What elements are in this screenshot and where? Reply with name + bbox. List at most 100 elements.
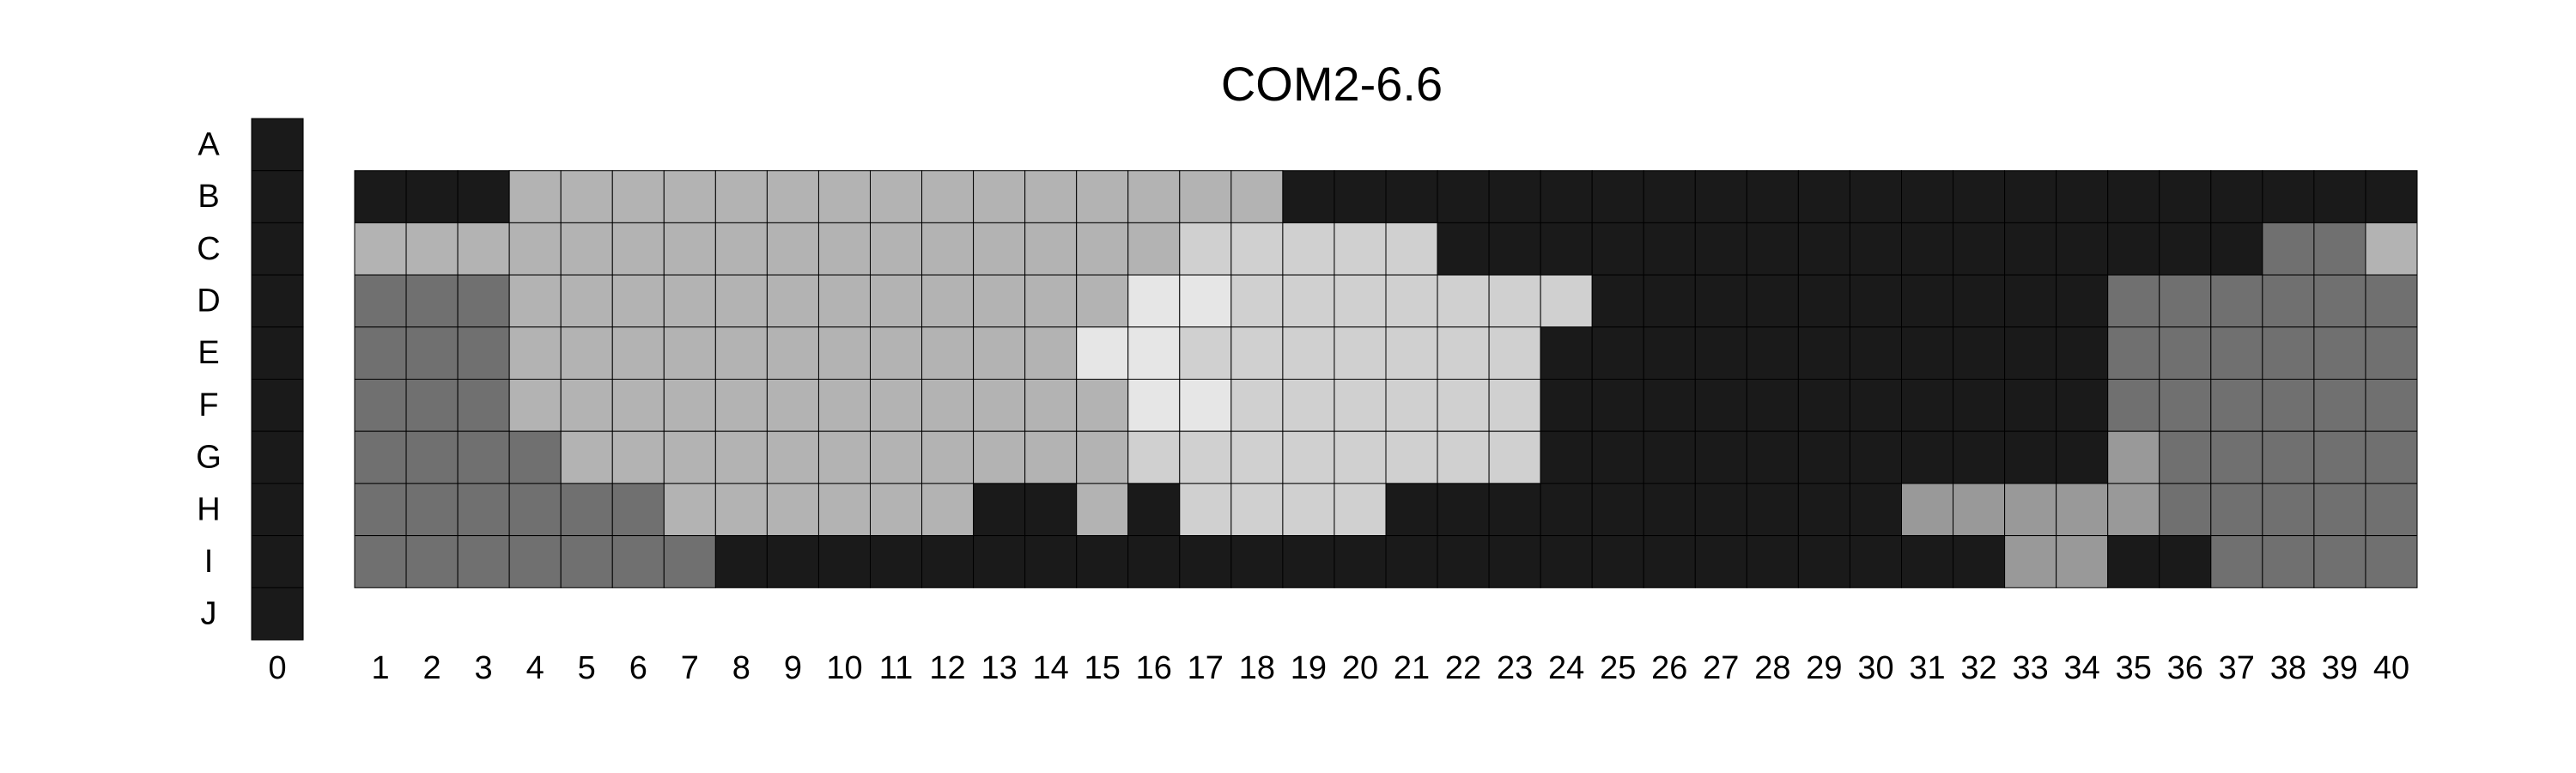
cell-F-18 — [1230, 379, 1284, 432]
cell-I-7 — [663, 535, 716, 588]
cell-E-31 — [1901, 326, 1954, 380]
cell-C-18 — [1230, 222, 1284, 276]
column-label-7: 7 — [681, 650, 699, 686]
cell-H-14 — [1024, 483, 1078, 537]
cell-I-20 — [1334, 535, 1387, 588]
cell-D-1 — [354, 274, 407, 328]
cell-I-24 — [1540, 535, 1593, 588]
column-label-24: 24 — [1548, 650, 1584, 686]
column-label-29: 29 — [1806, 650, 1842, 686]
cell-H-2 — [405, 483, 459, 537]
cell-G-40 — [2365, 430, 2418, 484]
column-label-40: 40 — [2373, 650, 2409, 686]
cell-E-18 — [1230, 326, 1284, 380]
cell-C-20 — [1334, 222, 1387, 276]
cell-E-7 — [663, 326, 716, 380]
cell-E-32 — [1953, 326, 2006, 380]
cell-E-16 — [1127, 326, 1181, 380]
cell-I-2 — [405, 535, 459, 588]
cell-H-39 — [2313, 483, 2366, 537]
cell-D-9 — [766, 274, 819, 328]
cell-D-0 — [251, 274, 304, 328]
cell-H-25 — [1591, 483, 1644, 537]
cell-D-8 — [714, 274, 768, 328]
cell-B-12 — [921, 170, 975, 223]
cell-E-28 — [1746, 326, 1799, 380]
cell-D-23 — [1488, 274, 1541, 328]
cell-I-13 — [973, 535, 1026, 588]
cell-E-24 — [1540, 326, 1593, 380]
cell-H-8 — [714, 483, 768, 537]
cell-E-35 — [2107, 326, 2160, 380]
cell-H-27 — [1694, 483, 1747, 537]
cell-E-17 — [1179, 326, 1232, 380]
cell-I-32 — [1953, 535, 2006, 588]
cell-E-6 — [611, 326, 665, 380]
cell-I-25 — [1591, 535, 1644, 588]
cell-C-28 — [1746, 222, 1799, 276]
cell-E-10 — [817, 326, 872, 380]
cell-B-25 — [1591, 170, 1644, 223]
cell-F-27 — [1694, 379, 1747, 432]
cell-G-29 — [1797, 430, 1850, 484]
cell-F-15 — [1076, 379, 1129, 432]
cell-F-10 — [817, 379, 872, 432]
cell-G-6 — [611, 430, 665, 484]
cell-B-22 — [1437, 170, 1490, 223]
cell-G-39 — [2313, 430, 2366, 484]
row-label-D: D — [197, 283, 220, 319]
column-label-8: 8 — [732, 650, 750, 686]
cell-F-4 — [508, 379, 562, 432]
cell-G-32 — [1953, 430, 2006, 484]
cell-F-0 — [251, 379, 304, 432]
cell-F-16 — [1127, 379, 1181, 432]
cell-I-16 — [1127, 535, 1181, 588]
cell-C-37 — [2210, 222, 2263, 276]
cell-B-2 — [405, 170, 459, 223]
column-label-25: 25 — [1600, 650, 1636, 686]
cell-G-38 — [2262, 430, 2315, 484]
cell-D-24 — [1540, 274, 1593, 328]
cell-H-34 — [2056, 483, 2109, 537]
cell-F-29 — [1797, 379, 1850, 432]
column-label-23: 23 — [1497, 650, 1533, 686]
cell-C-5 — [560, 222, 613, 276]
cell-B-28 — [1746, 170, 1799, 223]
cell-C-8 — [714, 222, 768, 276]
cell-B-11 — [870, 170, 923, 223]
cell-G-3 — [457, 430, 510, 484]
cell-D-27 — [1694, 274, 1747, 328]
cell-F-3 — [457, 379, 510, 432]
cell-D-38 — [2262, 274, 2315, 328]
row-label-G: G — [196, 440, 222, 476]
cell-D-19 — [1282, 274, 1335, 328]
cell-I-10 — [817, 535, 872, 588]
cell-G-23 — [1488, 430, 1541, 484]
cell-D-29 — [1797, 274, 1850, 328]
cell-I-37 — [2210, 535, 2263, 588]
cell-D-22 — [1437, 274, 1490, 328]
column-label-15: 15 — [1084, 650, 1121, 686]
heatmap-cells — [354, 170, 2418, 588]
cell-B-13 — [973, 170, 1026, 223]
cell-H-4 — [508, 483, 562, 537]
cell-F-30 — [1849, 379, 1902, 432]
cell-G-20 — [1334, 430, 1387, 484]
cell-H-22 — [1437, 483, 1490, 537]
cell-B-23 — [1488, 170, 1541, 223]
cell-F-2 — [405, 379, 459, 432]
cell-H-35 — [2107, 483, 2160, 537]
row-label-H: H — [197, 491, 220, 527]
cell-G-13 — [973, 430, 1026, 484]
cell-B-0 — [251, 170, 304, 223]
cell-E-8 — [714, 326, 768, 380]
cell-C-26 — [1643, 222, 1696, 276]
cell-D-34 — [2056, 274, 2109, 328]
cell-G-18 — [1230, 430, 1284, 484]
cell-B-31 — [1901, 170, 1954, 223]
cell-H-18 — [1230, 483, 1284, 537]
cell-C-9 — [766, 222, 819, 276]
cell-H-38 — [2262, 483, 2315, 537]
cell-B-3 — [457, 170, 510, 223]
cell-B-6 — [611, 170, 665, 223]
